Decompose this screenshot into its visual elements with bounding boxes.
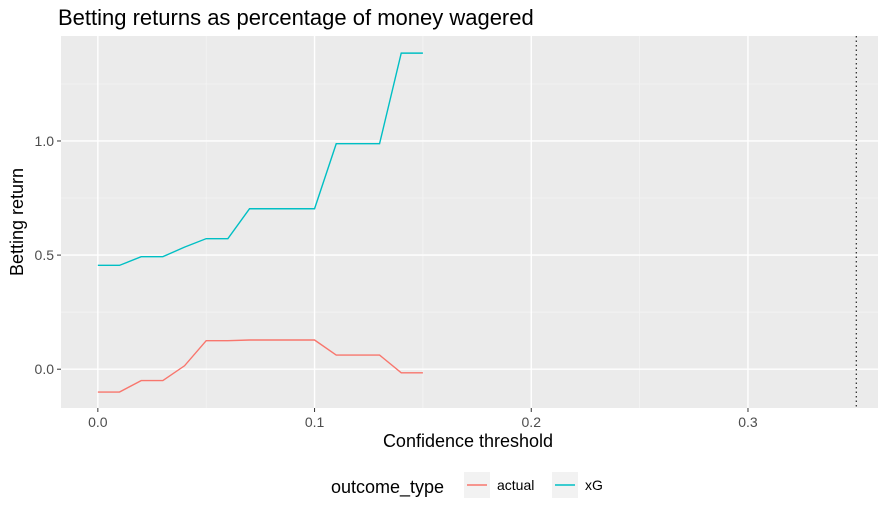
y-tick-label: 0.5	[35, 247, 55, 263]
x-tick-label: 0.0	[88, 414, 108, 430]
y-axis: 0.0 0.5 1.0	[35, 133, 61, 377]
x-axis: 0.0 0.1 0.2 0.3	[88, 408, 758, 430]
plot-panel	[61, 36, 878, 408]
y-tick-label: 1.0	[35, 133, 55, 149]
y-axis-title: Betting return	[7, 168, 27, 276]
series-line-actual	[97, 339, 423, 393]
series-line-xG	[97, 52, 423, 267]
y-tick-label: 0.0	[35, 361, 55, 377]
x-tick-label: 0.2	[522, 414, 542, 430]
legend-title: outcome_type	[331, 477, 444, 498]
legend: outcome_type actual xG	[331, 472, 603, 498]
x-tick-label: 0.3	[738, 414, 758, 430]
legend-label-actual: actual	[497, 477, 534, 493]
grid-minor	[61, 36, 878, 408]
series-layer	[97, 52, 423, 393]
legend-label-xG: xG	[585, 477, 603, 493]
x-tick-label: 0.1	[305, 414, 325, 430]
grid-major	[61, 36, 878, 408]
chart-title: Betting returns as percentage of money w…	[58, 5, 534, 30]
x-axis-title: Confidence threshold	[383, 431, 553, 451]
